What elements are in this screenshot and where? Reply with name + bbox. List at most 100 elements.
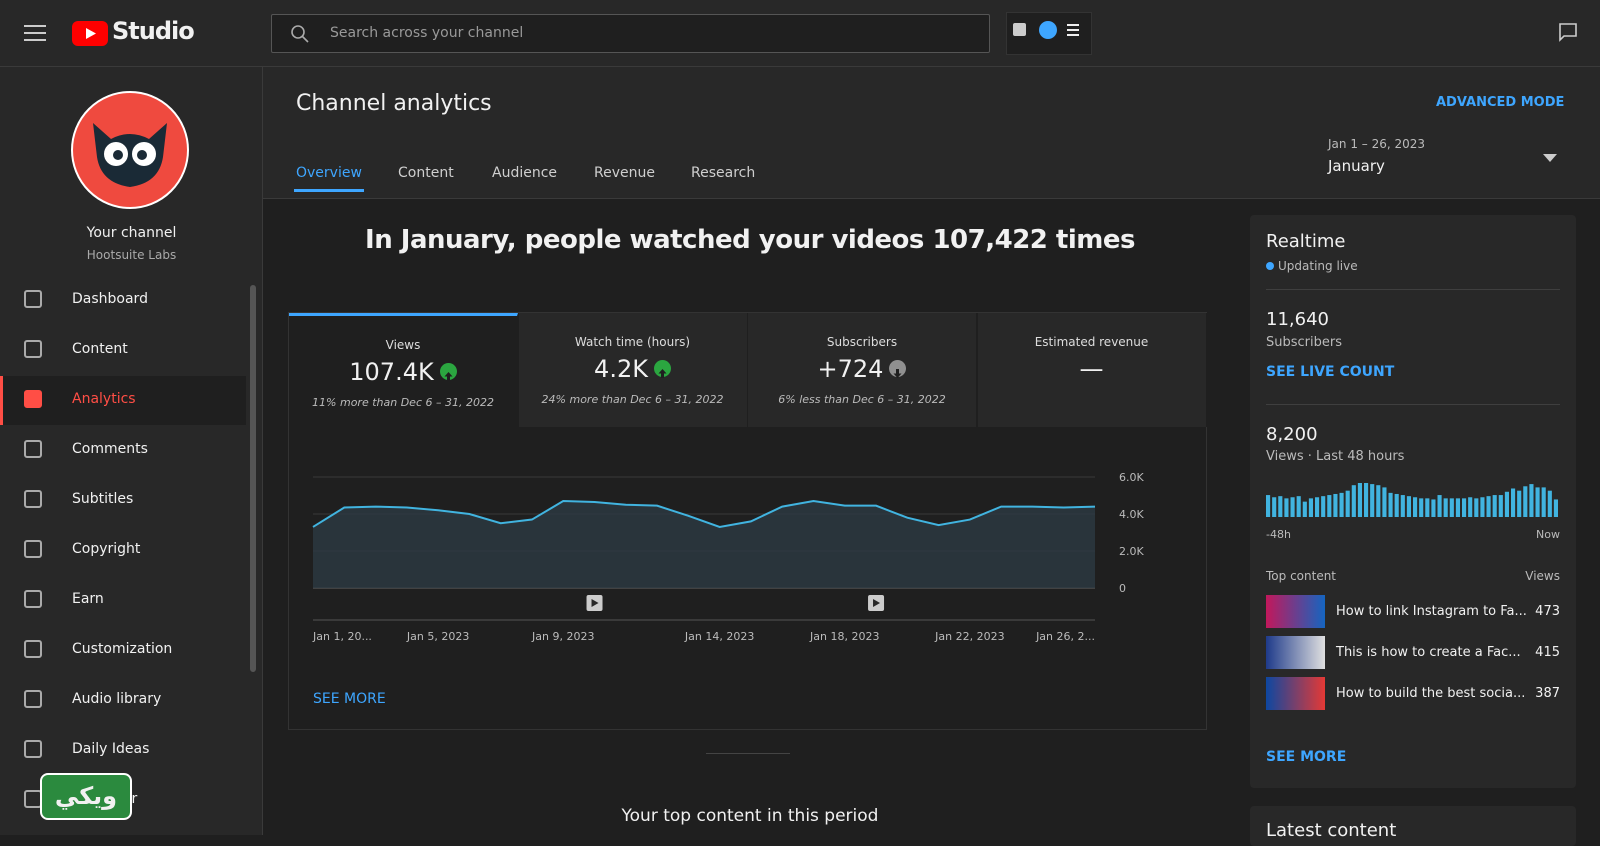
realtime-bar [1351,485,1356,517]
content-title: How to link Instagram to Fa... [1336,604,1527,619]
views-label: Views · Last 48 hours [1266,449,1405,464]
realtime-bar [1376,485,1381,517]
nav-label: Customization [72,641,173,657]
tab[interactable]: Overview [294,165,364,192]
content-views: 387 [1535,686,1560,701]
nav-icon [24,290,42,308]
trend-arrow [444,371,453,381]
channel-avatar[interactable] [71,91,189,209]
advanced-mode[interactable]: ADVANCED MODE [1436,95,1565,110]
metric-note: 24% more than Dec 6 – 31, 2022 [541,393,724,406]
realtime-bar [1419,498,1424,517]
metric-tab[interactable]: Subscribers +724 6% less than Dec 6 – 31, … [748,313,977,427]
realtime-bar [1455,498,1460,517]
nav-icon [24,490,42,508]
x-tick-label: Jan 9, 2023 [531,630,594,643]
realtime-bar [1486,496,1491,517]
tab-underline [294,189,364,192]
tab[interactable]: Revenue [594,165,655,181]
nav-item[interactable]: Analytics [0,376,246,425]
y-tick-label: 0 [1119,582,1126,595]
realtime-bar [1339,492,1344,517]
nav-item[interactable]: Customization [0,626,246,675]
scrollbar[interactable] [250,285,256,672]
realtime-bar [1504,491,1509,517]
nav-item[interactable]: Earn [0,576,246,625]
metric-label: Subscribers [826,335,898,349]
content-title: This is how to create a Fac... [1336,645,1521,660]
metric-tab[interactable]: Estimated revenue — [977,313,1207,427]
latest-card: Latest content [1250,806,1576,846]
nav-item[interactable]: Audio library [0,676,246,725]
top-content-row[interactable]: This is how to create a Fac... 415 [1250,636,1576,670]
metric-label: Watch time (hours) [574,335,691,349]
search-box[interactable]: Search across your channel [271,14,990,53]
realtime-bar [1296,496,1301,517]
nav-label: Comments [72,441,148,457]
divider [1266,289,1560,290]
realtime-bar [1357,483,1362,517]
video-marker[interactable] [586,595,603,611]
content-views: 473 [1535,604,1560,619]
content-title: How to build the best socia... [1336,686,1526,701]
metric-number: 107.4K [349,358,434,386]
subscriber-label: Subscribers [1266,335,1342,350]
nav-icon [24,340,42,358]
tab[interactable]: Audience [492,165,558,181]
realtime-bar [1345,490,1350,517]
overview-card: Views 107.4K 11% more than Dec 6 – 31, 202… [288,312,1207,730]
realtime-card: Realtime Updating live 11,640 Subscriber… [1250,215,1576,788]
realtime-bar [1406,496,1411,517]
video-marker[interactable] [868,595,885,611]
top-content-row[interactable]: How to link Instagram to Fa... 473 [1250,595,1576,629]
extension-icons[interactable] [1006,12,1092,55]
nav-item[interactable]: Content [0,326,246,375]
realtime-bar [1315,497,1320,517]
metric-label: Views [385,338,421,352]
tab[interactable]: Research [691,165,756,181]
see-more[interactable]: SEE MORE [313,691,386,707]
top-content-row[interactable]: How to build the best socia... 387 [1250,677,1576,711]
realtime-bar [1327,495,1332,517]
metric-tab[interactable]: Views 107.4K 11% more than Dec 6 – 31, 202… [289,313,518,427]
realtime-bar [1382,487,1387,517]
see-live-count[interactable]: SEE LIVE COUNT [1266,364,1395,380]
realtime-see-more[interactable]: SEE MORE [1266,749,1347,765]
nav-item[interactable]: Copyright [0,526,246,575]
axis-start: -48h [1266,528,1291,541]
metric-value: 107.4K [289,358,517,386]
nav-label: Copyright [72,541,141,557]
nav-item[interactable]: Daily Ideas [0,726,246,775]
metric-value: +724 [748,355,976,383]
trend-icon [653,359,671,378]
sidebar: Your channel Hootsuite Labs Dashboard Con… [0,67,263,835]
metric-label: Estimated revenue [1034,335,1149,349]
metric-value: 4.2K [519,355,747,383]
menu-icon[interactable] [24,24,46,42]
nav-icon [24,590,42,608]
nav-icon [24,390,42,408]
page-title: Channel analytics [296,91,492,116]
nav-item[interactable]: Comments [0,426,246,475]
realtime-bar [1535,487,1540,517]
trend-arrow [658,368,667,378]
feedback-icon[interactable] [1558,22,1578,42]
tab[interactable]: Content [398,165,454,181]
youtube-logo[interactable] [72,21,108,46]
nav-item[interactable]: Dashboard [0,276,246,325]
realtime-bar [1266,495,1271,517]
metric-tab[interactable]: Watch time (hours) 4.2K 24% more than Dec … [518,313,748,427]
headline: In January, people watched your videos 1… [365,225,1135,255]
nav-item[interactable]: Subtitles [0,476,246,525]
divider [1266,404,1560,405]
date-label[interactable]: January [1328,157,1385,175]
channel-name: Hootsuite Labs [86,248,177,262]
nav-icon [24,540,42,558]
nav-label: Analytics [72,391,136,407]
realtime-bar [1425,498,1430,517]
realtime-bar [1302,501,1307,517]
thumbnail [1266,595,1325,628]
top-header: Studio Search across your channel [0,0,1600,67]
date-dropdown[interactable] [1543,154,1557,162]
